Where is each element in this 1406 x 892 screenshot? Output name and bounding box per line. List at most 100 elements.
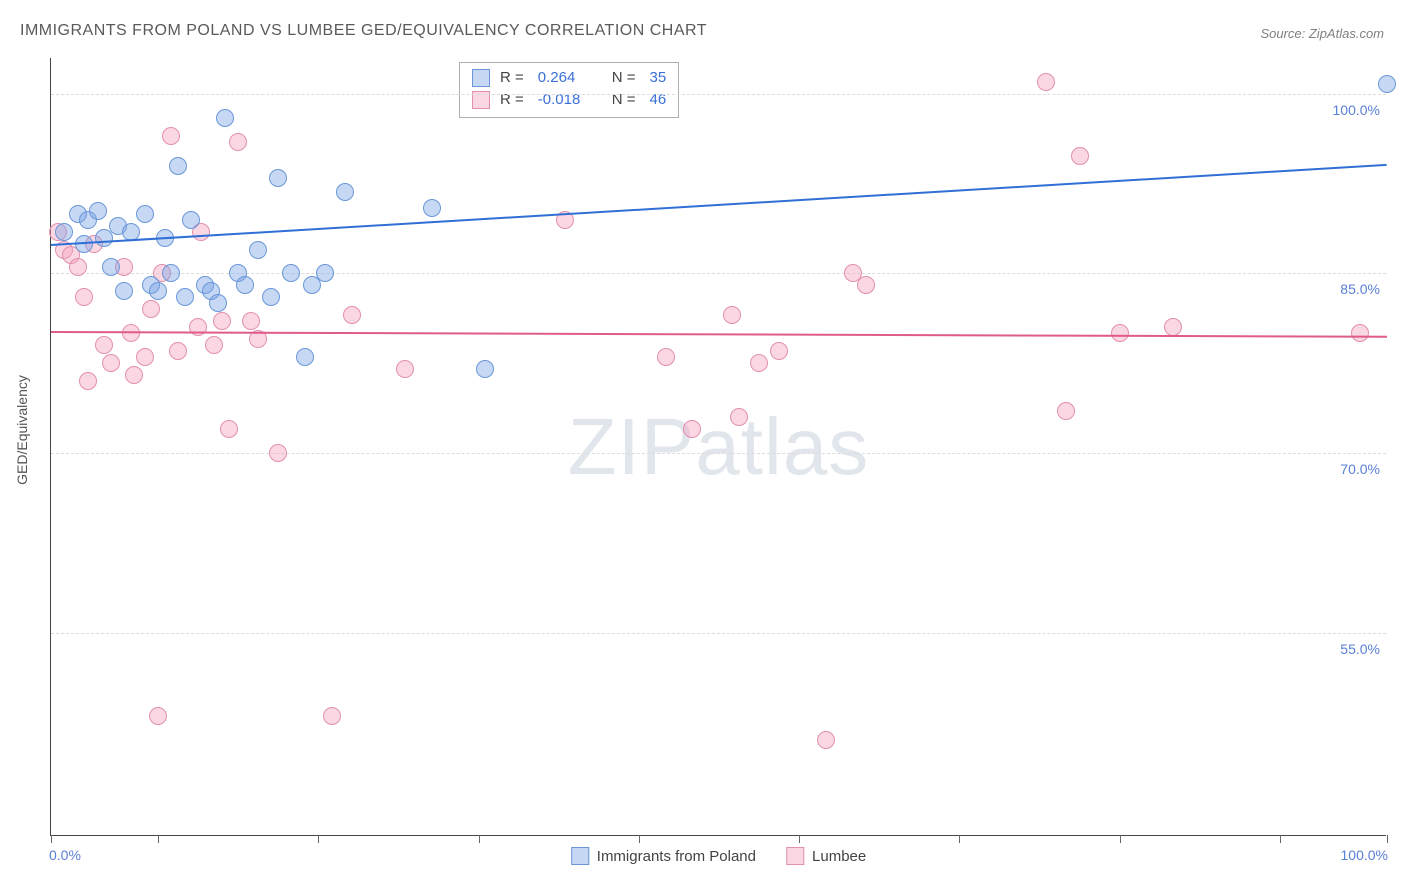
n-label: N = (612, 67, 636, 89)
x-tick (959, 835, 960, 843)
data-point-poland (296, 348, 314, 366)
data-point-lumbee (396, 360, 414, 378)
data-point-lumbee (125, 366, 143, 384)
r-value-poland: 0.264 (538, 67, 590, 89)
legend-item-poland: Immigrants from Poland (571, 847, 756, 865)
data-point-poland (316, 264, 334, 282)
watermark-atlas: atlas (695, 402, 869, 491)
data-point-lumbee (213, 312, 231, 330)
data-point-lumbee (69, 258, 87, 276)
data-point-lumbee (730, 408, 748, 426)
swatch-lumbee-icon (786, 847, 804, 865)
gridline (51, 633, 1386, 634)
data-point-lumbee (857, 276, 875, 294)
x-tick (158, 835, 159, 843)
data-point-poland (1378, 75, 1396, 93)
data-point-poland (89, 202, 107, 220)
series-legend: Immigrants from Poland Lumbee (571, 847, 866, 865)
data-point-poland (476, 360, 494, 378)
data-point-lumbee (683, 420, 701, 438)
data-point-lumbee (723, 306, 741, 324)
x-tick (799, 835, 800, 843)
source-attribution: Source: ZipAtlas.com (1260, 26, 1384, 41)
data-point-lumbee (136, 348, 154, 366)
data-point-lumbee (269, 444, 287, 462)
data-point-poland (102, 258, 120, 276)
x-tick (1120, 835, 1121, 843)
legend-row-lumbee: R = -0.018 N = 46 (472, 89, 666, 111)
data-point-poland (336, 183, 354, 201)
data-point-poland (176, 288, 194, 306)
correlation-legend: R = 0.264 N = 35 R = -0.018 N = 46 (459, 62, 679, 118)
r-label: R = (500, 67, 524, 89)
x-axis-max-label: 100.0% (1341, 847, 1388, 863)
n-value-lumbee: 46 (650, 89, 667, 111)
y-tick-label: 100.0% (1333, 102, 1380, 118)
data-point-poland (169, 157, 187, 175)
y-tick-label: 70.0% (1340, 461, 1380, 477)
y-tick-label: 85.0% (1340, 281, 1380, 297)
data-point-lumbee (1111, 324, 1129, 342)
data-point-poland (236, 276, 254, 294)
data-point-poland (55, 223, 73, 241)
data-point-poland (136, 205, 154, 223)
y-axis-label: GED/Equivalency (14, 375, 30, 485)
data-point-poland (282, 264, 300, 282)
x-tick (318, 835, 319, 843)
data-point-lumbee (142, 300, 160, 318)
swatch-poland-icon (472, 69, 490, 87)
data-point-lumbee (657, 348, 675, 366)
data-point-lumbee (323, 707, 341, 725)
data-point-poland (149, 282, 167, 300)
data-point-lumbee (1351, 324, 1369, 342)
data-point-poland (269, 169, 287, 187)
data-point-lumbee (1071, 147, 1089, 165)
data-point-lumbee (750, 354, 768, 372)
legend-label-lumbee: Lumbee (812, 848, 866, 865)
x-tick (639, 835, 640, 843)
data-point-lumbee (169, 342, 187, 360)
r-label: R = (500, 89, 524, 111)
data-point-poland (162, 264, 180, 282)
data-point-poland (209, 294, 227, 312)
swatch-poland-icon (571, 847, 589, 865)
x-axis-min-label: 0.0% (49, 847, 81, 863)
data-point-lumbee (242, 312, 260, 330)
gridline (51, 273, 1386, 274)
n-label: N = (612, 89, 636, 111)
chart-plot-area: ZIPatlas R = 0.264 N = 35 R = -0.018 N =… (50, 58, 1386, 836)
legend-row-poland: R = 0.264 N = 35 (472, 67, 666, 89)
r-value-lumbee: -0.018 (538, 89, 590, 111)
data-point-lumbee (95, 336, 113, 354)
y-tick-label: 55.0% (1340, 641, 1380, 657)
data-point-lumbee (205, 336, 223, 354)
data-point-lumbee (75, 288, 93, 306)
gridline (51, 453, 1386, 454)
data-point-poland (262, 288, 280, 306)
x-tick (51, 835, 52, 843)
data-point-lumbee (770, 342, 788, 360)
data-point-poland (115, 282, 133, 300)
data-point-poland (182, 211, 200, 229)
data-point-lumbee (162, 127, 180, 145)
legend-label-poland: Immigrants from Poland (597, 848, 756, 865)
data-point-lumbee (149, 707, 167, 725)
trend-line-poland (51, 163, 1387, 245)
data-point-lumbee (102, 354, 120, 372)
x-tick (1387, 835, 1388, 843)
chart-title: IMMIGRANTS FROM POLAND VS LUMBEE GED/EQU… (20, 22, 707, 40)
data-point-poland (216, 109, 234, 127)
data-point-lumbee (1037, 73, 1055, 91)
n-value-poland: 35 (650, 67, 667, 89)
data-point-lumbee (343, 306, 361, 324)
data-point-lumbee (817, 731, 835, 749)
data-point-lumbee (229, 133, 247, 151)
x-tick (1280, 835, 1281, 843)
data-point-lumbee (1164, 318, 1182, 336)
x-tick (479, 835, 480, 843)
data-point-lumbee (79, 372, 97, 390)
data-point-lumbee (189, 318, 207, 336)
data-point-poland (423, 199, 441, 217)
legend-item-lumbee: Lumbee (786, 847, 866, 865)
data-point-poland (249, 241, 267, 259)
